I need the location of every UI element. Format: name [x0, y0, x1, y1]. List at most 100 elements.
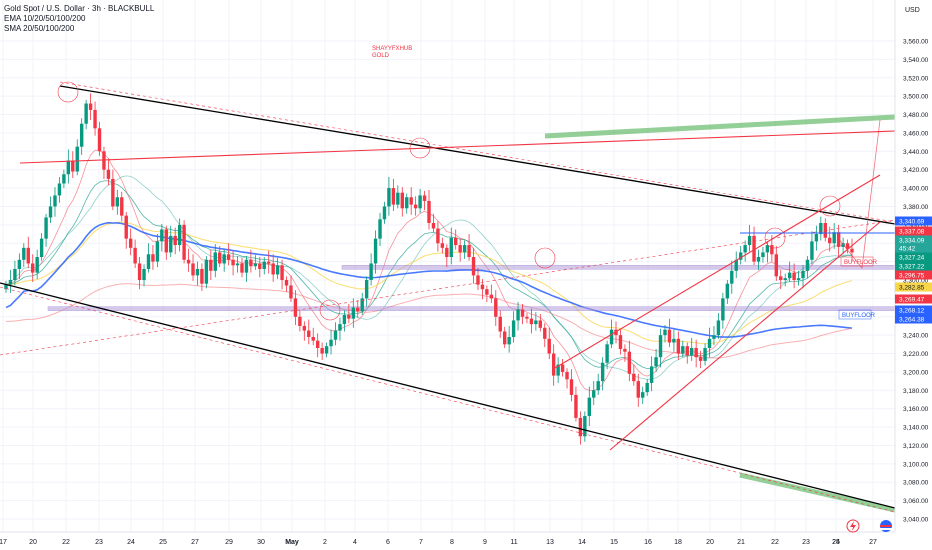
time-tick-label: 21 [737, 539, 745, 546]
candle-body [315, 340, 320, 349]
watermark-text: SHAYYFXHUB [372, 46, 412, 52]
time-tick-label: 17 [0, 539, 7, 546]
candle-body [578, 417, 583, 437]
price-tag-text: 3,296.75 [899, 273, 925, 280]
candle-body [796, 278, 801, 280]
price-tick-label: 3,560.00 [903, 39, 929, 46]
channel-upper [554, 174, 881, 369]
candle-body [454, 237, 458, 246]
moving-average-line [5, 180, 853, 370]
candle-body [88, 103, 93, 110]
sma-indicator-label[interactable]: SMA 20/50/100/200 [4, 24, 75, 33]
rising-dashed-line [0, 219, 896, 356]
candle-body [186, 259, 191, 264]
candle-body [534, 320, 538, 325]
lightning-icon[interactable] [846, 519, 860, 533]
candle-body [529, 318, 534, 325]
candle-body [569, 379, 574, 395]
target-zone [544, 114, 896, 139]
candle-body [765, 245, 770, 253]
time-tick-label: 27 [869, 539, 877, 546]
candle-body [449, 237, 453, 258]
time-tick-label: 2 [323, 539, 327, 546]
price-tag-bg [895, 261, 932, 271]
price-tick-label: 3,500.00 [903, 94, 929, 101]
candle-body [48, 206, 53, 218]
candle-body [231, 259, 235, 266]
candle-body [222, 254, 226, 264]
time-tick-label: 14 [578, 539, 586, 546]
highlight-circle [57, 81, 79, 103]
time-tick-label: 24 [832, 539, 840, 546]
moving-average-line [5, 221, 853, 345]
candle-body [13, 268, 17, 280]
flag-icon[interactable] [880, 520, 892, 532]
price-tick-label: 3,180.00 [903, 388, 929, 395]
candle-body [146, 254, 151, 269]
candle-body [832, 232, 836, 244]
time-tick-label: 9 [483, 539, 487, 546]
price-tag-bg [895, 252, 932, 262]
price-tick-label: 3,240.00 [903, 333, 929, 340]
candle-body [31, 263, 35, 273]
candle-body [547, 338, 551, 354]
time-axis[interactable]: 17 20 22 23 24 25 27 29 30 May 2 4 6 7 8 9 11 13 14 15 16 18 2… [0, 531, 895, 546]
highlight-circle [409, 137, 431, 159]
candle-body [200, 268, 204, 284]
channel-lower [609, 221, 881, 451]
time-tick-label: 30 [257, 539, 265, 546]
time-tick-label: 25 [159, 539, 167, 546]
price-tick-label: 3,540.00 [903, 57, 929, 64]
candle-body [382, 206, 387, 220]
currency-label: USD [905, 7, 920, 14]
candle-body [489, 294, 494, 299]
candle-body [819, 223, 823, 235]
candle-body [213, 252, 217, 271]
lower-trendline-dashed [0, 286, 896, 513]
candle-body [35, 257, 39, 273]
time-tick-label: 15 [610, 539, 618, 546]
candle-body [333, 330, 338, 340]
candle-body [57, 183, 62, 196]
candle-body [142, 268, 146, 280]
time-tick-label: 16 [644, 539, 652, 546]
candle-body [636, 381, 640, 398]
price-tick-label: 3,200.00 [903, 369, 929, 376]
ema-indicator-label[interactable]: EMA 10/20/50/100/200 [4, 14, 86, 23]
candle-body [721, 298, 725, 321]
candle-body [164, 229, 168, 253]
time-tick-label: 13 [546, 539, 554, 546]
candle-body [556, 364, 560, 376]
candle-body [218, 252, 222, 264]
candle-body [752, 235, 756, 262]
candle-body [8, 280, 13, 285]
candle-body [685, 346, 689, 356]
grid-lines [0, 0, 895, 532]
candle-body [645, 382, 649, 393]
candle-body [538, 320, 543, 328]
candle-body [511, 320, 516, 337]
candle-body [311, 336, 315, 341]
price-tick-label: 3,120.00 [903, 443, 929, 450]
candle-body [814, 234, 819, 242]
trend-lines [0, 81, 896, 513]
time-tick-label: 20 [29, 539, 37, 546]
candle-body [774, 254, 779, 277]
candle-body [747, 235, 752, 246]
candle-body [293, 298, 298, 317]
candle-body [320, 348, 324, 354]
price-tick-label: 3,160.00 [903, 406, 929, 413]
candle-body [654, 357, 658, 367]
candle-body [75, 146, 79, 172]
time-tick-label: 8 [450, 539, 454, 546]
price-tick-label: 3,100.00 [903, 461, 929, 468]
candle-body [289, 285, 293, 299]
candle-body [770, 245, 774, 255]
candle-body [458, 245, 462, 253]
time-tick-label: 4 [353, 539, 357, 546]
candle-body [440, 243, 445, 248]
candle-body [267, 261, 271, 264]
candle-body [418, 195, 422, 209]
time-tick-label: 11 [510, 539, 517, 546]
